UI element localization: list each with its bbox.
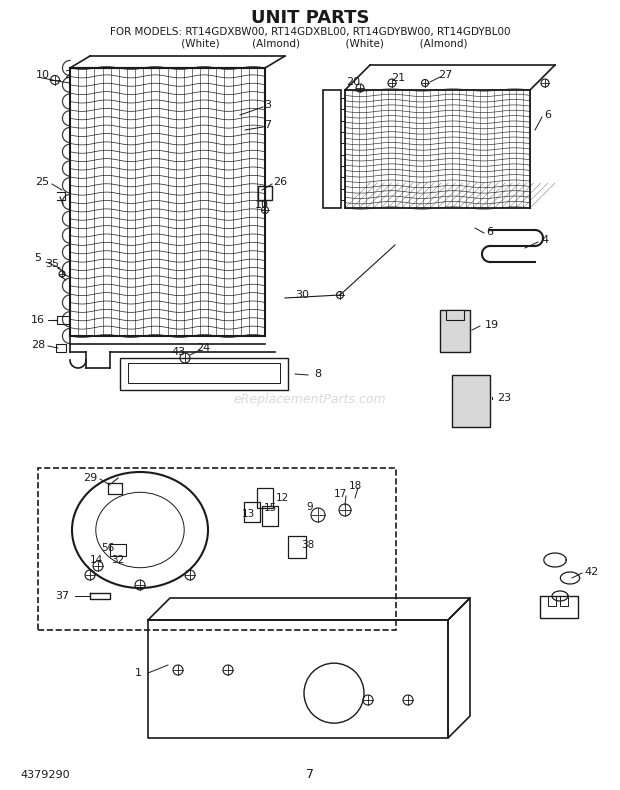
Bar: [244, 502, 260, 522]
Text: 19: 19: [485, 320, 499, 330]
Text: 12: 12: [275, 493, 289, 503]
Text: 6: 6: [544, 110, 552, 120]
Bar: [288, 536, 306, 558]
Text: 4: 4: [541, 235, 549, 245]
Text: 43: 43: [171, 347, 185, 357]
Bar: [540, 596, 578, 618]
Text: 8: 8: [314, 369, 322, 379]
Text: 27: 27: [438, 70, 452, 80]
Text: 18: 18: [348, 481, 361, 491]
Bar: [446, 310, 464, 320]
Text: 6: 6: [487, 227, 494, 237]
Bar: [110, 544, 126, 556]
Text: 1: 1: [135, 668, 141, 678]
Bar: [257, 488, 273, 508]
Text: 14: 14: [89, 555, 103, 565]
Text: 30: 30: [295, 290, 309, 300]
Text: 37: 37: [55, 591, 69, 601]
Text: 26: 26: [273, 177, 287, 187]
Text: 29: 29: [83, 473, 97, 483]
Text: 10: 10: [255, 200, 269, 210]
Bar: [38, 468, 396, 630]
Text: 7: 7: [265, 120, 272, 130]
Text: 35: 35: [45, 259, 59, 269]
Text: 9: 9: [307, 502, 313, 512]
Bar: [258, 186, 272, 200]
Bar: [57, 316, 69, 324]
Text: 16: 16: [31, 315, 45, 325]
Text: 13: 13: [241, 509, 255, 519]
Text: 5: 5: [35, 253, 42, 263]
Bar: [560, 596, 568, 606]
Text: (White)          (Almond)              (White)           (Almond): (White) (Almond) (White) (Almond): [153, 39, 467, 49]
Text: 21: 21: [391, 73, 405, 83]
Text: 28: 28: [31, 340, 45, 350]
Bar: [440, 310, 470, 352]
Text: 23: 23: [497, 393, 511, 403]
Text: eReplacementParts.com: eReplacementParts.com: [234, 393, 386, 407]
Text: 38: 38: [301, 540, 314, 550]
Text: 24: 24: [196, 343, 210, 353]
Bar: [128, 363, 280, 383]
Bar: [452, 375, 490, 427]
Text: 2: 2: [64, 70, 71, 80]
Text: 10: 10: [36, 70, 50, 80]
Bar: [120, 358, 288, 390]
Bar: [262, 506, 278, 526]
Text: 7: 7: [306, 769, 314, 781]
Text: 17: 17: [334, 489, 347, 499]
Text: 4379290: 4379290: [20, 770, 69, 780]
Text: 56: 56: [102, 543, 115, 553]
Text: 15: 15: [264, 503, 277, 513]
Text: FOR MODELS: RT14GDXBW00, RT14GDXBL00, RT14GDYBW00, RT14GDYBL00: FOR MODELS: RT14GDXBW00, RT14GDXBL00, RT…: [110, 27, 510, 37]
Bar: [323, 90, 341, 208]
Bar: [56, 344, 66, 352]
Text: 42: 42: [585, 567, 599, 577]
Text: 25: 25: [35, 177, 49, 187]
Bar: [548, 596, 556, 606]
Text: 3: 3: [265, 100, 272, 110]
Text: 32: 32: [112, 555, 125, 565]
Text: 20: 20: [346, 77, 360, 87]
Text: UNIT PARTS: UNIT PARTS: [250, 9, 370, 27]
